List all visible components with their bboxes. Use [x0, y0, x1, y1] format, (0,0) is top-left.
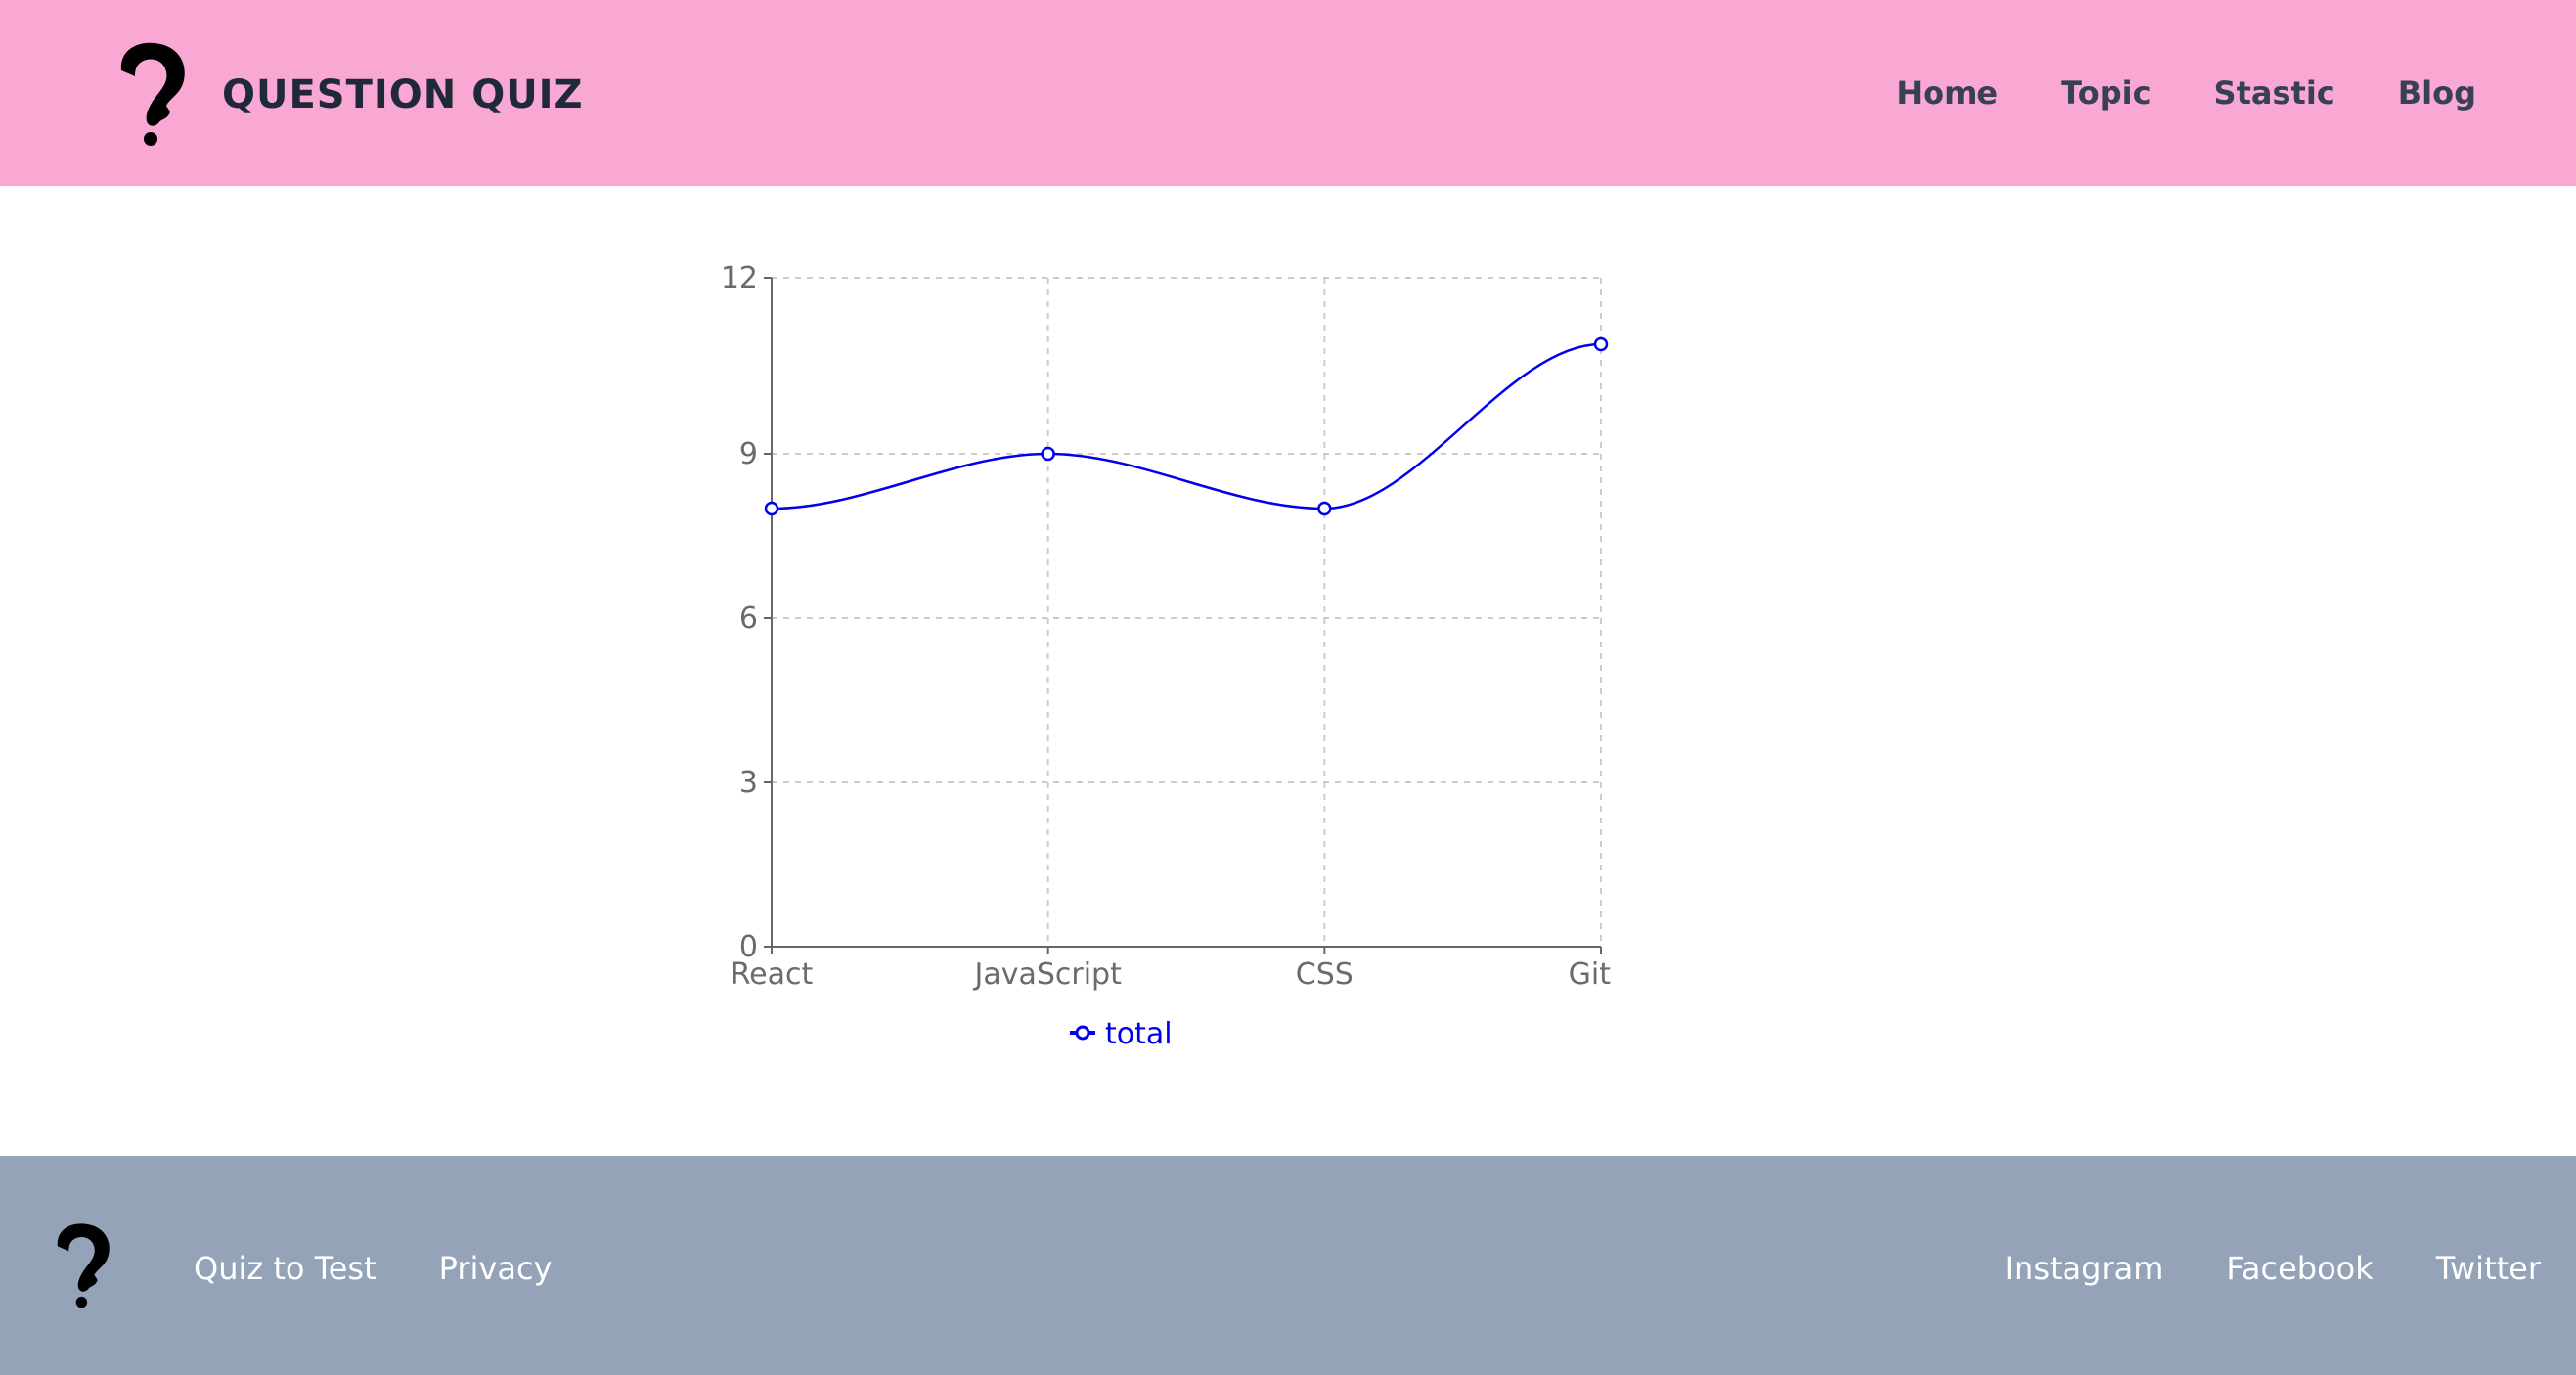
data-point-git	[1593, 336, 1609, 352]
footer-link-facebook[interactable]: Facebook	[2226, 1250, 2374, 1287]
nav-stastic[interactable]: Stastic	[2213, 74, 2335, 111]
x-tick-label: CSS	[1296, 957, 1354, 992]
footer-link-privacy[interactable]: Privacy	[438, 1250, 553, 1287]
main-nav: Home Topic Stastic Blog	[1896, 70, 2476, 115]
legend-marker-icon	[1075, 1025, 1090, 1041]
nav-home[interactable]: Home	[1896, 74, 1999, 111]
question-mark-head-icon[interactable]	[115, 41, 190, 147]
y-tick-label: 3	[739, 766, 758, 800]
footer-links-right: Instagram Facebook Twitter	[2005, 1246, 2541, 1291]
x-tick-label: React	[731, 957, 814, 992]
footer-link-instagram[interactable]: Instagram	[2004, 1250, 2164, 1287]
y-tick-label: 0	[739, 930, 758, 964]
site-header: QUESTION QUIZ Home Topic Stastic Blog	[0, 0, 2576, 186]
nav-blog[interactable]: Blog	[2397, 74, 2476, 111]
x-tick-label: JavaScript	[972, 957, 1122, 992]
nav-topic[interactable]: Topic	[2061, 74, 2152, 111]
data-point-javascript	[1041, 446, 1055, 462]
series-line-total	[771, 342, 1602, 510]
legend-label: total	[1105, 1017, 1173, 1051]
footer-link-twitter[interactable]: Twitter	[2435, 1250, 2541, 1287]
data-point-react	[764, 501, 779, 516]
x-tick-label: Git	[1569, 957, 1612, 992]
y-tick-label: 6	[739, 601, 758, 636]
footer-links-left: Quiz to Test Privacy	[194, 1246, 553, 1291]
y-tick-label: 12	[721, 264, 758, 295]
data-point-css	[1317, 501, 1332, 516]
site-footer: Quiz to Test Privacy Instagram Facebook …	[0, 1156, 2576, 1375]
brand-title[interactable]: QUESTION QUIZ	[222, 72, 584, 117]
y-tick-label: 9	[739, 437, 758, 471]
footer-link-quiz-to-test[interactable]: Quiz to Test	[194, 1250, 377, 1287]
topic-line-chart: 0 3 6 9 12 React JavaScript CSS Git total	[721, 264, 1612, 1051]
question-mark-head-icon[interactable]	[53, 1220, 113, 1310]
